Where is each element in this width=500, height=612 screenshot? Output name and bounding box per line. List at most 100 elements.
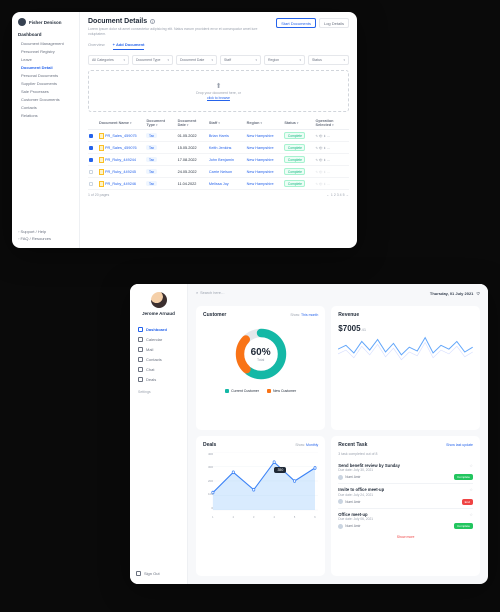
sign-out-icon [136,571,141,576]
task-assignee: Numi Amir [338,524,360,529]
table-row[interactable]: PR_Sales_459076Tax15.05.2022Keith Jenkin… [88,142,349,154]
task-title: Send benefit review by Sunday [338,463,400,468]
crm-dashboard-card: Jerome Arnaud DashboardCalendarMailConta… [130,284,488,584]
start-documents-button[interactable]: Start Documents [276,18,316,28]
status-pill: Complete [284,144,305,151]
table-row[interactable]: PR_Sales_459075Tax01.05.2022Brian Harris… [88,130,349,142]
tab-add-document[interactable]: + Add Document [113,42,145,50]
row-actions[interactable]: ✎ 👁 ⬇ ⋯ [316,158,348,162]
column-header[interactable]: Region▾ [247,121,283,125]
upload-dropzone[interactable]: ⬆ Drop your document here, or click to b… [88,70,349,112]
task-status-badge: Complete [454,474,473,480]
sidebar-item[interactable]: Customer Documents [18,95,73,103]
row-actions[interactable]: ✎ 👁 ⬇ ⋯ [316,146,348,150]
sidebar-item-calendar[interactable]: Calendar [136,334,181,344]
sidebar-item[interactable]: Sale Processes [18,87,73,95]
grid-icon [138,327,143,332]
region-link[interactable]: New Hampshire [247,146,283,150]
document-name-link[interactable]: PR_Sales_459076 [99,145,144,151]
column-header[interactable]: Document Type▾ [146,119,175,127]
sidebar-item-mail[interactable]: Mail [136,344,181,354]
tasks-show-more[interactable]: Show more [338,535,473,539]
sidebar-item-deals[interactable]: Deals [136,374,181,384]
revenue-panel: Revenue $7005.41 [331,306,480,430]
document-type-pill: Tax [146,145,156,150]
page-indicator: 1 of 20 pages [88,193,109,197]
tasks-link[interactable]: Show last update [446,443,473,447]
column-header[interactable]: Operation Selected▾ [316,119,348,127]
table-row[interactable]: PR_Ruby_449246Tax11.04.2022Melissa JoyNe… [88,178,349,190]
dropzone-browse-link[interactable]: click to browse [207,96,230,100]
customer-range-picker[interactable]: Show: This month [290,313,318,317]
document-name-link[interactable]: PR_Sales_459075 [99,133,144,139]
filter-dropdown[interactable]: Document Type▾ [132,55,173,65]
task-item[interactable]: Invite to office meet-upDue date: July 2… [338,483,473,508]
document-name-link[interactable]: PR_Ruby_449244 [99,157,144,163]
log-details-button[interactable]: Log Details [319,18,349,28]
sidebar-footer-link[interactable]: ◦ FAQ / Resources [18,236,51,242]
sidebar-footer-link[interactable]: ◦ Support / Help [18,229,51,235]
star-icon[interactable]: ☆ [469,512,473,517]
column-header[interactable]: Status▾ [284,121,313,125]
region-link[interactable]: New Hampshire [247,158,283,162]
status-pill: Complete [284,156,305,163]
filter-dropdown[interactable]: Document Date▾ [176,55,217,65]
row-checkbox[interactable] [89,182,93,186]
table-row[interactable]: PR_Ruby_449245Tax24.05.2022Carrie Nelson… [88,166,349,178]
staff-link[interactable]: Keith Jenkins [209,146,245,150]
table-row[interactable]: PR_Ruby_449244Tax17.08.2022John Benjamin… [88,154,349,166]
sidebar-item[interactable]: Personal Documents [18,71,73,79]
bell-icon[interactable]: ♡ [476,291,480,296]
deals-area-chart: 4003002001000 123456 350 [203,452,318,522]
staff-link[interactable]: Melissa Joy [209,182,245,186]
staff-link[interactable]: John Benjamin [209,158,245,162]
sidebar-item-contacts[interactable]: Contacts [136,354,181,364]
task-due-date: Due date: July 06, 2021 [338,517,373,521]
filter-dropdown[interactable]: Staff▾ [220,55,261,65]
dropzone-text: Drop your document here, or [196,91,241,95]
column-header[interactable]: Document Name▾ [99,121,144,125]
row-checkbox[interactable] [89,170,93,174]
column-header[interactable]: Document Date▾ [178,119,207,127]
filter-dropdown[interactable]: Region▾ [264,55,305,65]
task-item[interactable]: Office meet-upDue date: July 06, 2021☆Nu… [338,508,473,533]
region-link[interactable]: New Hampshire [247,182,283,186]
row-checkbox[interactable] [89,134,93,138]
assignee-avatar [338,475,343,480]
sidebar-item-chat[interactable]: Chat [136,364,181,374]
region-link[interactable]: New Hampshire [247,170,283,174]
sidebar-item-document-detail[interactable]: Document Detail [18,63,73,71]
pagination[interactable]: ← 1 2 3 4 5 → [326,193,349,197]
document-name-link[interactable]: PR_Ruby_449246 [99,181,144,187]
sidebar-item[interactable]: Contacts [18,103,73,111]
row-checkbox[interactable] [89,158,93,162]
task-status-badge: Complete [454,523,473,529]
info-icon[interactable]: i [150,19,155,24]
sidebar-item[interactable]: Relations [18,111,73,119]
column-header[interactable]: Staff▾ [209,121,245,125]
avatar[interactable] [151,292,167,308]
filter-dropdown[interactable]: Status▾ [308,55,349,65]
sidebar: Jerome Arnaud DashboardCalendarMailConta… [130,284,188,584]
sidebar-item-dashboard[interactable]: Dashboard [136,324,181,334]
sidebar-item[interactable]: Personnel Registry [18,47,73,55]
document-name-link[interactable]: PR_Ruby_449245 [99,169,144,175]
staff-link[interactable]: Brian Harris [209,134,245,138]
star-icon[interactable]: ☆ [469,487,473,492]
topbar: ⌕ Search here… Thursday, 01 July 2021 ♡ [188,284,488,302]
sign-out-button[interactable]: Sign Out [136,571,160,576]
staff-link[interactable]: Carrie Nelson [209,170,245,174]
star-icon[interactable]: ☆ [469,463,473,468]
row-actions[interactable]: ✎ 👁 ⬇ ⋯ [316,134,348,138]
tab-overview[interactable]: Overview [88,42,105,50]
sidebar-item[interactable]: Document Management [18,39,73,47]
search-input[interactable]: ⌕ Search here… [196,291,225,295]
region-link[interactable]: New Hampshire [247,134,283,138]
sidebar-item[interactable]: Leave [18,55,73,63]
task-item[interactable]: Send benefit review by SundayDue date: J… [338,460,473,484]
row-checkbox[interactable] [89,146,93,150]
profile[interactable]: Fisher Denison [18,18,73,26]
deals-range-picker[interactable]: Show: Monthly [295,443,318,447]
sidebar-item[interactable]: Supplier Documents [18,79,73,87]
filter-dropdown[interactable]: All Categories▾ [88,55,129,65]
